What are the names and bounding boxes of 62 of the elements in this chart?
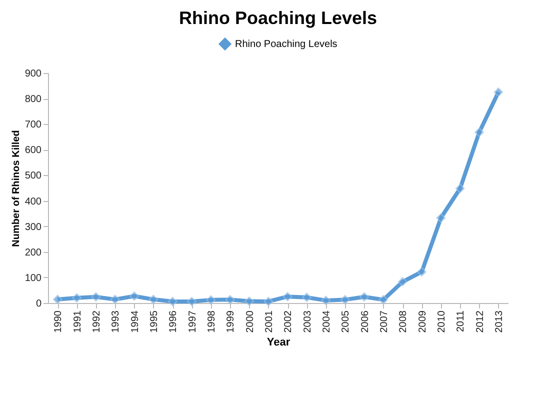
point xyxy=(168,296,178,306)
point xyxy=(91,292,101,302)
x-tick-label: 2003 xyxy=(302,310,314,333)
point xyxy=(225,294,235,304)
x-tick-label: 1999 xyxy=(226,310,237,333)
legend-label: Rhino Poaching Levels xyxy=(235,39,338,50)
point xyxy=(264,296,274,306)
point xyxy=(148,294,158,304)
point xyxy=(130,291,139,301)
x-tick-label: 1992 xyxy=(91,310,102,333)
point xyxy=(474,128,484,137)
x-axis-title: Year xyxy=(266,336,291,349)
x-tick-label: 2012 xyxy=(474,310,486,333)
point xyxy=(340,294,350,304)
point xyxy=(360,292,369,302)
point xyxy=(494,87,504,97)
point xyxy=(52,294,62,304)
y-tick-label: 400 xyxy=(24,196,42,208)
y-tick-label: 500 xyxy=(24,170,42,182)
y-axis-title: Number of Rhinos Killed xyxy=(10,130,22,247)
y-tick-label: 700 xyxy=(24,120,42,131)
point xyxy=(110,294,120,304)
x-tick-label: 1991 xyxy=(72,310,84,333)
point xyxy=(398,277,408,286)
x-tick-label: 2004 xyxy=(321,310,332,333)
y-tick-label: 100 xyxy=(24,272,42,284)
x-tick-label: 1998 xyxy=(206,310,218,333)
x-tick-label: 2000 xyxy=(244,310,256,333)
y-tick-label: 600 xyxy=(24,145,42,156)
y-tick-label: 800 xyxy=(24,94,42,106)
x-tick-label: 1995 xyxy=(148,310,160,333)
x-tick-label: 2008 xyxy=(398,310,410,333)
x-tick-label: 2013 xyxy=(494,310,505,333)
x-tick-label: 1990 xyxy=(53,310,64,333)
x-tick-label: 1997 xyxy=(187,310,198,333)
point xyxy=(206,295,216,305)
point xyxy=(455,184,465,194)
x-tick-label: 1996 xyxy=(168,310,180,333)
x-tick-label: 2002 xyxy=(283,310,294,333)
x-tick-label: 1993 xyxy=(110,310,122,333)
point xyxy=(436,213,446,223)
x-tick-label: 2009 xyxy=(417,310,428,333)
x-tick-label: 2005 xyxy=(340,310,352,333)
y-tick-label: 300 xyxy=(24,222,42,233)
point xyxy=(187,296,196,306)
point xyxy=(321,296,331,306)
x-tick-label: 2010 xyxy=(436,310,448,333)
point xyxy=(282,292,292,302)
x-tick-label: 2001 xyxy=(264,310,275,333)
y-tick-label: 0 xyxy=(36,298,42,310)
y-tick-label: 900 xyxy=(24,68,42,80)
x-tick-label: 2011 xyxy=(456,310,467,332)
point xyxy=(378,294,388,304)
x-tick-label: 2006 xyxy=(360,310,371,333)
y-tick-label: 200 xyxy=(24,247,42,258)
point xyxy=(302,292,312,302)
x-tick-label: 2007 xyxy=(378,310,390,333)
point xyxy=(72,293,82,303)
x-tick-label: 1994 xyxy=(130,310,141,333)
point xyxy=(417,267,426,277)
chart-title: Rhino Poaching Levels xyxy=(178,8,378,28)
point xyxy=(244,296,254,306)
